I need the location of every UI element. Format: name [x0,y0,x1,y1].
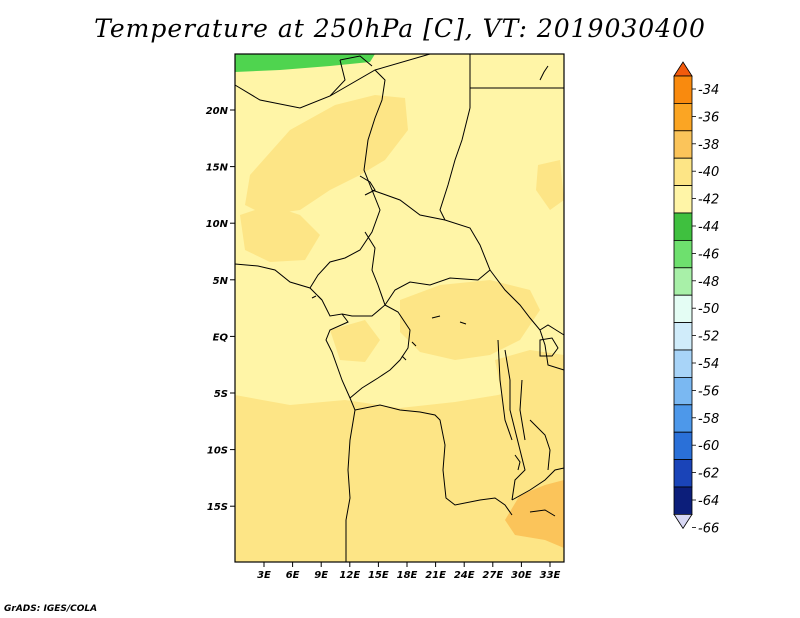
field-patch-36-38-southeast [505,480,564,548]
latitude-axis: 20N 15N 10N 5N EQ 5S 10S 15S [206,106,235,513]
field-patch-38-40-sahel [245,95,408,215]
colorbar-swatch [673,212,693,241]
colorbar-label: -44 [698,220,719,235]
colorbar-swatch [673,486,693,515]
colorbar-swatch [673,267,693,296]
colorbar-label: -38 [698,138,719,153]
colorbar-label: -58 [698,412,719,427]
lat-tick-label: 20N [206,106,229,117]
lon-tick-label: 33E [540,570,561,581]
colorbar-swatch [673,459,693,488]
lon-tick-label: 27E [482,570,503,581]
field-patch-38-40-centre [330,320,380,362]
field-patch-44-46-north [235,54,375,72]
colorbar-label: -50 [698,302,719,317]
field-band-38-40-south [235,360,564,562]
colorbar-label: -56 [698,384,719,399]
lon-tick-label: 12E [339,570,360,581]
colorbar-swatch [673,185,693,214]
colorbar-label: -64 [698,494,719,509]
colorbar-swatch [673,75,693,104]
lat-tick-label: 15S [207,502,228,513]
colorbar-swatch [673,130,693,159]
colorbar-label: -40 [698,165,719,180]
colorbar-swatch [673,431,693,461]
lon-tick-label: 9E [314,570,328,581]
colorbar-label: -34 [698,83,719,98]
longitude-axis: 3E 6E 9E 12E 15E 18E 21E 24E 27E 30E 33E [257,562,561,581]
lat-tick-label: 10N [206,219,229,230]
lat-tick-label: 10S [207,446,228,457]
colorbar-bottom-arrow [673,514,693,530]
map-title: Temperature at 250hPa [C], VT: 201903040… [94,14,706,43]
colorbar-swatch [673,349,693,378]
lon-tick-label: 24E [454,570,475,581]
colorbar-label: -46 [698,247,719,262]
colorbar: -34 -36 -38 -40 -42 -44 -46 -48 -50 -52 -54 -56 -58 -… [673,61,719,536]
credit-text: GrADS: IGES/COLA [4,604,98,614]
lon-tick-label: 6E [286,570,300,581]
colorbar-label: -36 [698,110,719,125]
lon-tick-label: 21E [425,570,446,581]
colorbar-label: -42 [698,193,719,208]
temperature-field [235,54,564,562]
country-borders [234,53,565,562]
colorbar-top-arrow [673,61,693,77]
colorbar-label: -54 [698,357,719,372]
colorbar-swatch [673,239,693,269]
lat-tick-label: EQ [213,332,229,343]
colorbar-label: -60 [698,439,719,454]
field-patch-38-40-west [240,205,320,262]
colorbar-label: -62 [698,467,719,482]
colorbar-label: -66 [698,521,719,536]
field-patch-38-40-congo [400,280,540,360]
lon-tick-label: 18E [397,570,418,581]
lon-tick-label: 15E [368,570,389,581]
colorbar-swatch [673,404,693,433]
lon-tick-label: 30E [511,570,532,581]
colorbar-swatch [673,322,693,351]
lat-tick-label: 5S [214,389,228,400]
colorbar-swatch [673,294,693,324]
colorbar-label: -48 [698,275,719,290]
lat-tick-label: 5N [213,276,229,287]
colorbar-swatch [673,157,693,186]
colorbar-label: -52 [698,330,719,345]
lat-tick-label: 15N [206,163,229,174]
colorbar-swatch [673,376,693,406]
colorbar-swatch [673,103,693,132]
map-frame [234,53,565,563]
field-patch-38-40-lakes [495,350,564,420]
lon-tick-label: 3E [257,570,271,581]
field-patch-38-40-east [536,160,564,210]
